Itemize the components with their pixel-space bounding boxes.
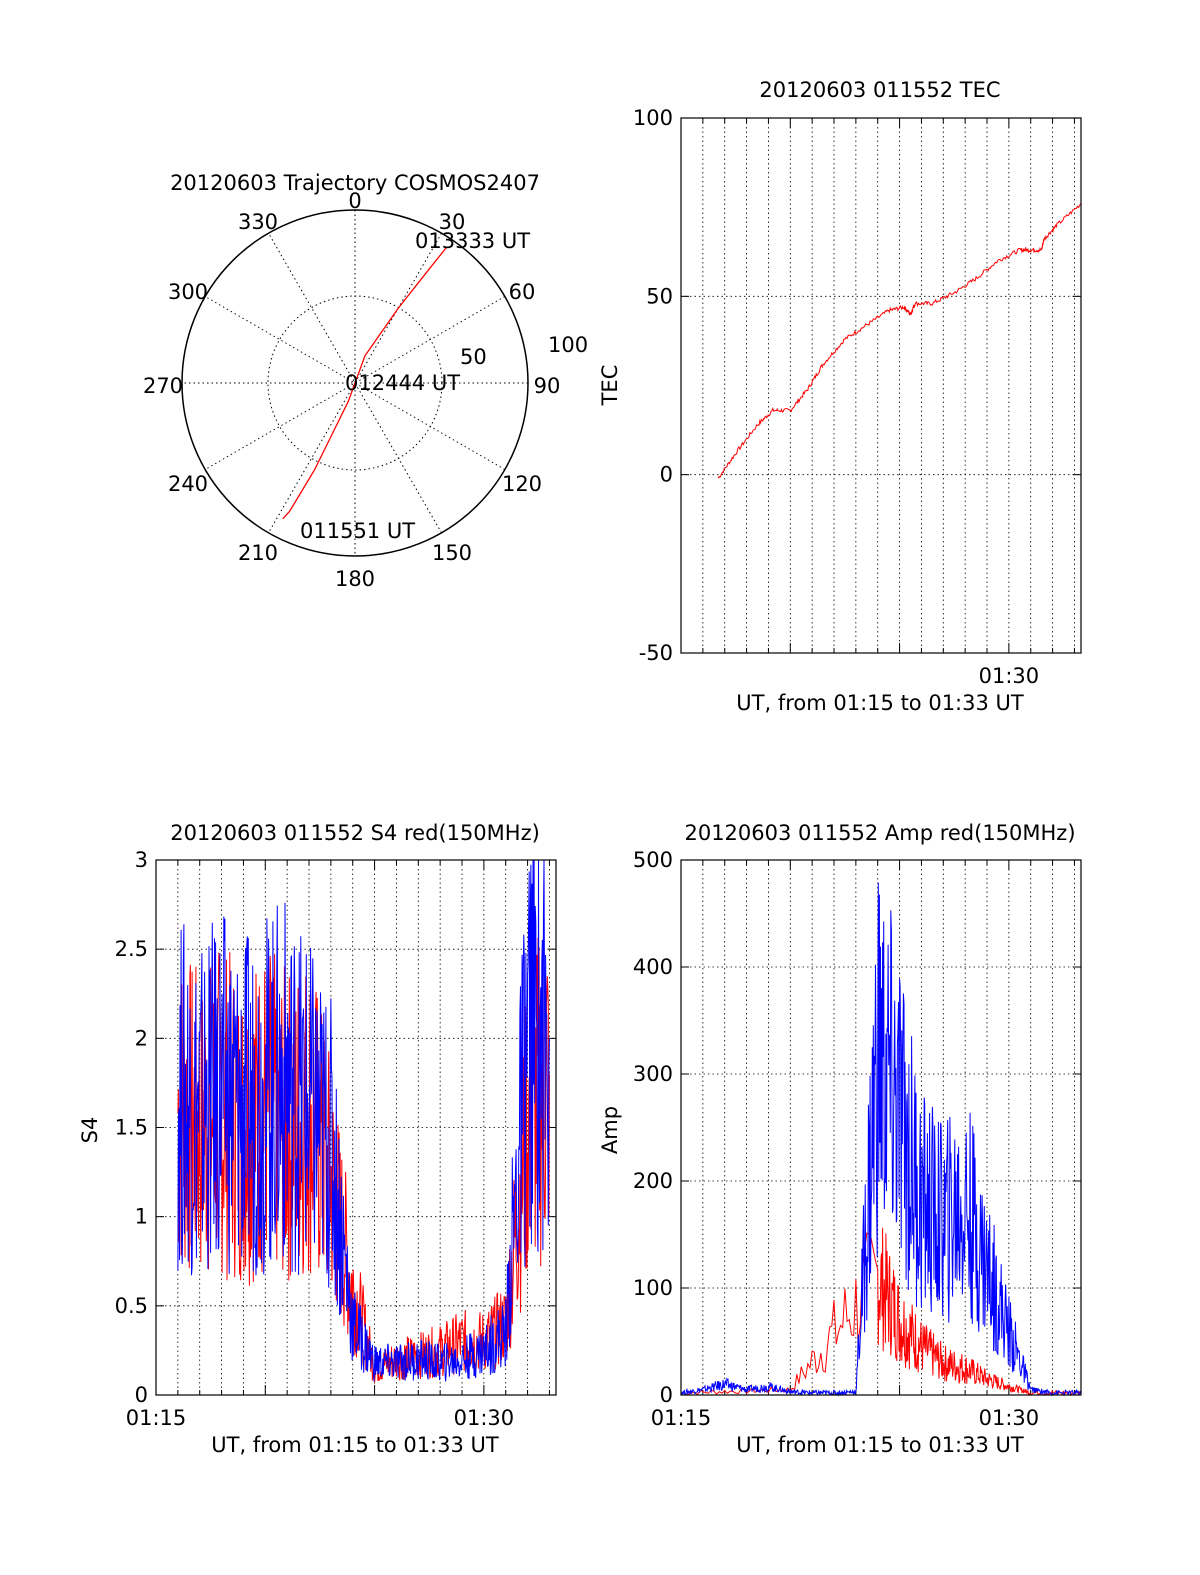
tec-plot-frame [680,117,1082,654]
series-line-red [177,937,550,1383]
s4-ylabel: S4 [78,1117,102,1144]
trajectory-line [282,247,447,520]
amp-plot-frame [680,859,1082,1396]
tec-ylabel: TEC [598,365,622,407]
y-tick-label: 0 [135,1383,148,1407]
y-tick-label: 400 [633,955,673,979]
series-line-blue [177,859,550,1382]
y-tick-label: 300 [633,1062,673,1086]
tec-xlabel: UT, from 01:15 to 01:33 UT [736,691,1024,715]
y-tick-label: 0 [660,1383,673,1407]
y-tick-label: 2 [135,1026,148,1050]
trajectory-title: 20120603 Trajectory COSMOS2407 [170,171,540,195]
trajectory-annotation-end: 013333 UT [415,229,530,253]
tec-title: 20120603 011552 TEC [759,78,1000,102]
amp-chart: 20120603 011552 Amp red(150MHz) Amp UT, … [598,821,1082,1457]
y-tick-label: 100 [633,1276,673,1300]
series-line-blue [680,882,1082,1397]
y-tick-label: 100 [633,106,673,130]
azimuth-label-0: 0 [348,189,361,213]
polar-spoke [268,232,442,534]
y-tick-label: 0.5 [115,1294,148,1318]
azimuth-label-330: 330 [238,210,278,234]
polar-spoke [204,296,506,470]
y-tick-label: 3 [135,848,148,872]
azimuth-label-240: 240 [168,472,208,496]
polar-spoke [204,296,506,470]
y-tick-label: 50 [646,284,673,308]
trajectory-annotation-mid: 012444 UT [345,371,460,395]
y-tick-label: 1.5 [115,1116,148,1140]
azimuth-label-30: 30 [439,210,466,234]
radial-label-100: 100 [548,333,588,357]
x-tick-label: 01:15 [126,1406,187,1430]
y-tick-label: 0 [660,463,673,487]
azimuth-label-90: 90 [534,374,561,398]
amp-ylabel: Amp [598,1106,622,1154]
amp-xlabel: UT, from 01:15 to 01:33 UT [736,1433,1024,1457]
azimuth-label-180: 180 [335,567,375,591]
x-tick-label: 01:15 [651,1406,712,1430]
polar-spoke [268,232,442,534]
y-tick-label: 500 [633,848,673,872]
x-tick-label: 01:30 [979,664,1040,688]
x-tick-label: 01:30 [979,1406,1040,1430]
azimuth-label-60: 60 [509,280,536,304]
y-tick-label: 2.5 [115,937,148,961]
s4-xlabel: UT, from 01:15 to 01:33 UT [211,1433,499,1457]
azimuth-label-150: 150 [432,541,472,565]
radial-label-50: 50 [460,345,487,369]
series-line-red [717,203,1082,479]
trajectory-polar-chart: 20120603 Trajectory COSMOS2407 0 30 60 90 12… [143,171,588,591]
tec-chart: 20120603 011552 TEC TEC UT, from 01:15 t… [598,78,1082,715]
amp-title: 20120603 011552 Amp red(150MHz) [684,821,1075,845]
azimuth-label-210: 210 [238,541,278,565]
trajectory-annotation-start: 011551 UT [300,519,415,543]
y-tick-label: 1 [135,1205,148,1229]
series-line-red [680,1227,1082,1397]
s4-plot-frame [155,859,557,1396]
s4-title: 20120603 011552 S4 red(150MHz) [170,821,540,845]
x-tick-label: 01:30 [454,1406,515,1430]
y-tick-label: 200 [633,1169,673,1193]
s4-chart: 20120603 011552 S4 red(150MHz) S4 UT, fr… [78,821,557,1457]
azimuth-label-270: 270 [143,374,183,398]
y-tick-label: -50 [639,641,673,665]
azimuth-label-120: 120 [502,472,542,496]
azimuth-label-300: 300 [168,280,208,304]
